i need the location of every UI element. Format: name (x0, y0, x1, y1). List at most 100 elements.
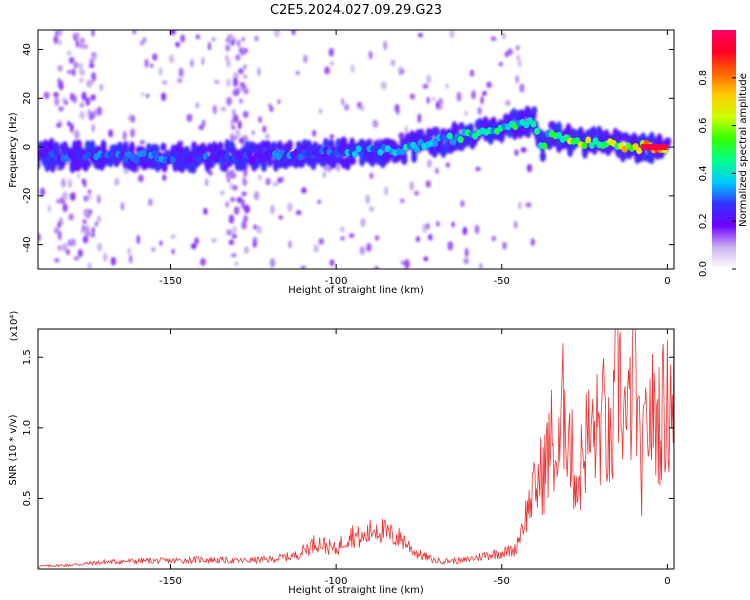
colorbar-label: Normalized spectral amplitude (738, 73, 749, 227)
heatmap-ridge-cell (293, 148, 300, 156)
y-tick-label: 1.5 (22, 349, 33, 365)
heatmap-halo-cell (379, 154, 386, 169)
heatmap-noise-cell (57, 230, 62, 241)
heatmap-noise-cell (158, 67, 163, 76)
heatmap-halo-cell (44, 158, 51, 173)
heatmap-noise-cell (226, 96, 232, 106)
heatmap-halo-cell (286, 139, 293, 151)
heatmap-ridge-cell (450, 138, 457, 146)
y-tick-label: 20 (22, 92, 33, 105)
heatmap-noise-cell (171, 248, 175, 255)
heatmap-noise-cell (498, 61, 504, 67)
heatmap-noise-cell (324, 66, 330, 75)
heatmap-noise-cell (152, 53, 158, 61)
heatmap-noise-cell (447, 240, 454, 251)
heatmap-noise-cell (463, 257, 470, 265)
heatmap-noise-cell (226, 229, 233, 236)
heatmap-noise-cell (77, 63, 84, 68)
heatmap-ridge-cell (297, 153, 304, 161)
snr-series-line (38, 329, 674, 568)
heatmap-noise-cell (224, 54, 229, 61)
snr-multiplier: (x10⁴) (9, 311, 20, 342)
heatmap-halo-cell (69, 159, 76, 174)
heatmap-halo-cell (331, 157, 338, 167)
heatmap-ridge-cell (581, 142, 588, 150)
heatmap-noise-cell (254, 35, 259, 42)
heatmap-noise-cell (417, 33, 424, 38)
heatmap-noise-cell (145, 93, 150, 98)
heatmap-noise-cell (195, 102, 200, 109)
heatmap-noise-cell (482, 90, 487, 96)
heatmap-noise-cell (68, 56, 75, 64)
heatmap-noise-cell (63, 100, 68, 106)
heatmap-ridge-cell (122, 155, 129, 163)
snr-frame (37, 328, 675, 570)
heatmap-noise-cell (516, 54, 521, 61)
spectrogram-y-axis: -40 -20 0 20 40 (22, 43, 674, 253)
heatmap-noise-cell (232, 184, 238, 191)
heatmap-noise-cell (159, 240, 163, 246)
heatmap-noise-cell (79, 66, 84, 76)
heatmap-noise-cell (460, 200, 465, 208)
heatmap-noise-cell (110, 256, 116, 266)
heatmap-noise-cell (43, 91, 50, 100)
heatmap-noise-cell (288, 240, 292, 249)
x-tick-label: -50 (494, 276, 510, 287)
heatmap-noise-cell (359, 105, 365, 111)
heatmap-ridge-cell (413, 145, 420, 153)
heatmap-noise-cell (374, 265, 379, 269)
heatmap-noise-cell (86, 79, 92, 88)
heatmap-noise-cell (336, 164, 340, 172)
heatmap-noise-cell (93, 108, 97, 118)
heatmap-halo-cell (271, 141, 278, 153)
heatmap-ridge-cell (446, 132, 453, 140)
snr-x-axis: -150 -100 -50 0 (159, 329, 671, 587)
heatmap-noise-cell (445, 83, 449, 89)
heatmap-noise-cell (220, 106, 227, 112)
heatmap-noise-cell (57, 78, 61, 83)
heatmap-noise-cell (108, 129, 114, 138)
heatmap-noise-cell (502, 32, 506, 40)
heatmap-noise-cell (89, 63, 95, 68)
heatmap-noise-cell (96, 194, 101, 204)
heatmap-noise-cell (257, 67, 261, 77)
heatmap-noise-cell (175, 41, 180, 48)
heatmap-noise-cell (55, 198, 62, 204)
heatmap-noise-cell (462, 226, 468, 236)
heatmap-noise-cell (295, 210, 302, 216)
spectrogram-y-label: Frequency (Hz) (8, 112, 19, 188)
x-tick-label: -150 (159, 576, 182, 587)
heatmap-noise-cell (82, 219, 87, 225)
heatmap-halo-cell (322, 137, 329, 149)
heatmap-ridge-cell (352, 150, 359, 158)
heatmap-noise-cell (303, 54, 308, 64)
heatmap-noise-cell (328, 47, 334, 57)
heatmap-noise-cell (136, 234, 141, 245)
heatmap-ridge-cell (151, 150, 158, 158)
heatmap-noise-cell (398, 132, 405, 140)
heatmap-noise-cell (53, 226, 60, 234)
heatmap-noise-cell (426, 74, 432, 84)
heatmap-noise-cell (384, 186, 389, 196)
heatmap-noise-cell (291, 30, 296, 36)
heatmap-noise-cell (225, 201, 230, 208)
heatmap-noise-cell (89, 58, 95, 66)
heatmap-noise-cell (195, 34, 201, 40)
heatmap-noise-cell (238, 68, 244, 75)
heatmap-noise-cell (229, 169, 235, 180)
heatmap-noise-cell (369, 172, 374, 179)
heatmap-noise-cell (91, 124, 95, 133)
colorbar-ticks: 0.0 0.2 0.4 0.6 0.8 (698, 70, 736, 277)
snr-y-axis: 0.5 1.0 1.5 (22, 349, 674, 506)
heatmap-halo-cell (48, 137, 55, 152)
heatmap-noise-cell (58, 106, 64, 112)
heatmap-noise-cell (139, 40, 145, 46)
heatmap-noise-cell (69, 123, 74, 133)
heatmap-noise-cell (178, 67, 184, 78)
heatmap-noise-cell (409, 93, 416, 100)
heatmap-halo-cell (276, 140, 283, 152)
heatmap-noise-cell (55, 30, 59, 36)
heatmap-noise-cell (270, 204, 275, 215)
heatmap-halo-cell (206, 142, 213, 154)
